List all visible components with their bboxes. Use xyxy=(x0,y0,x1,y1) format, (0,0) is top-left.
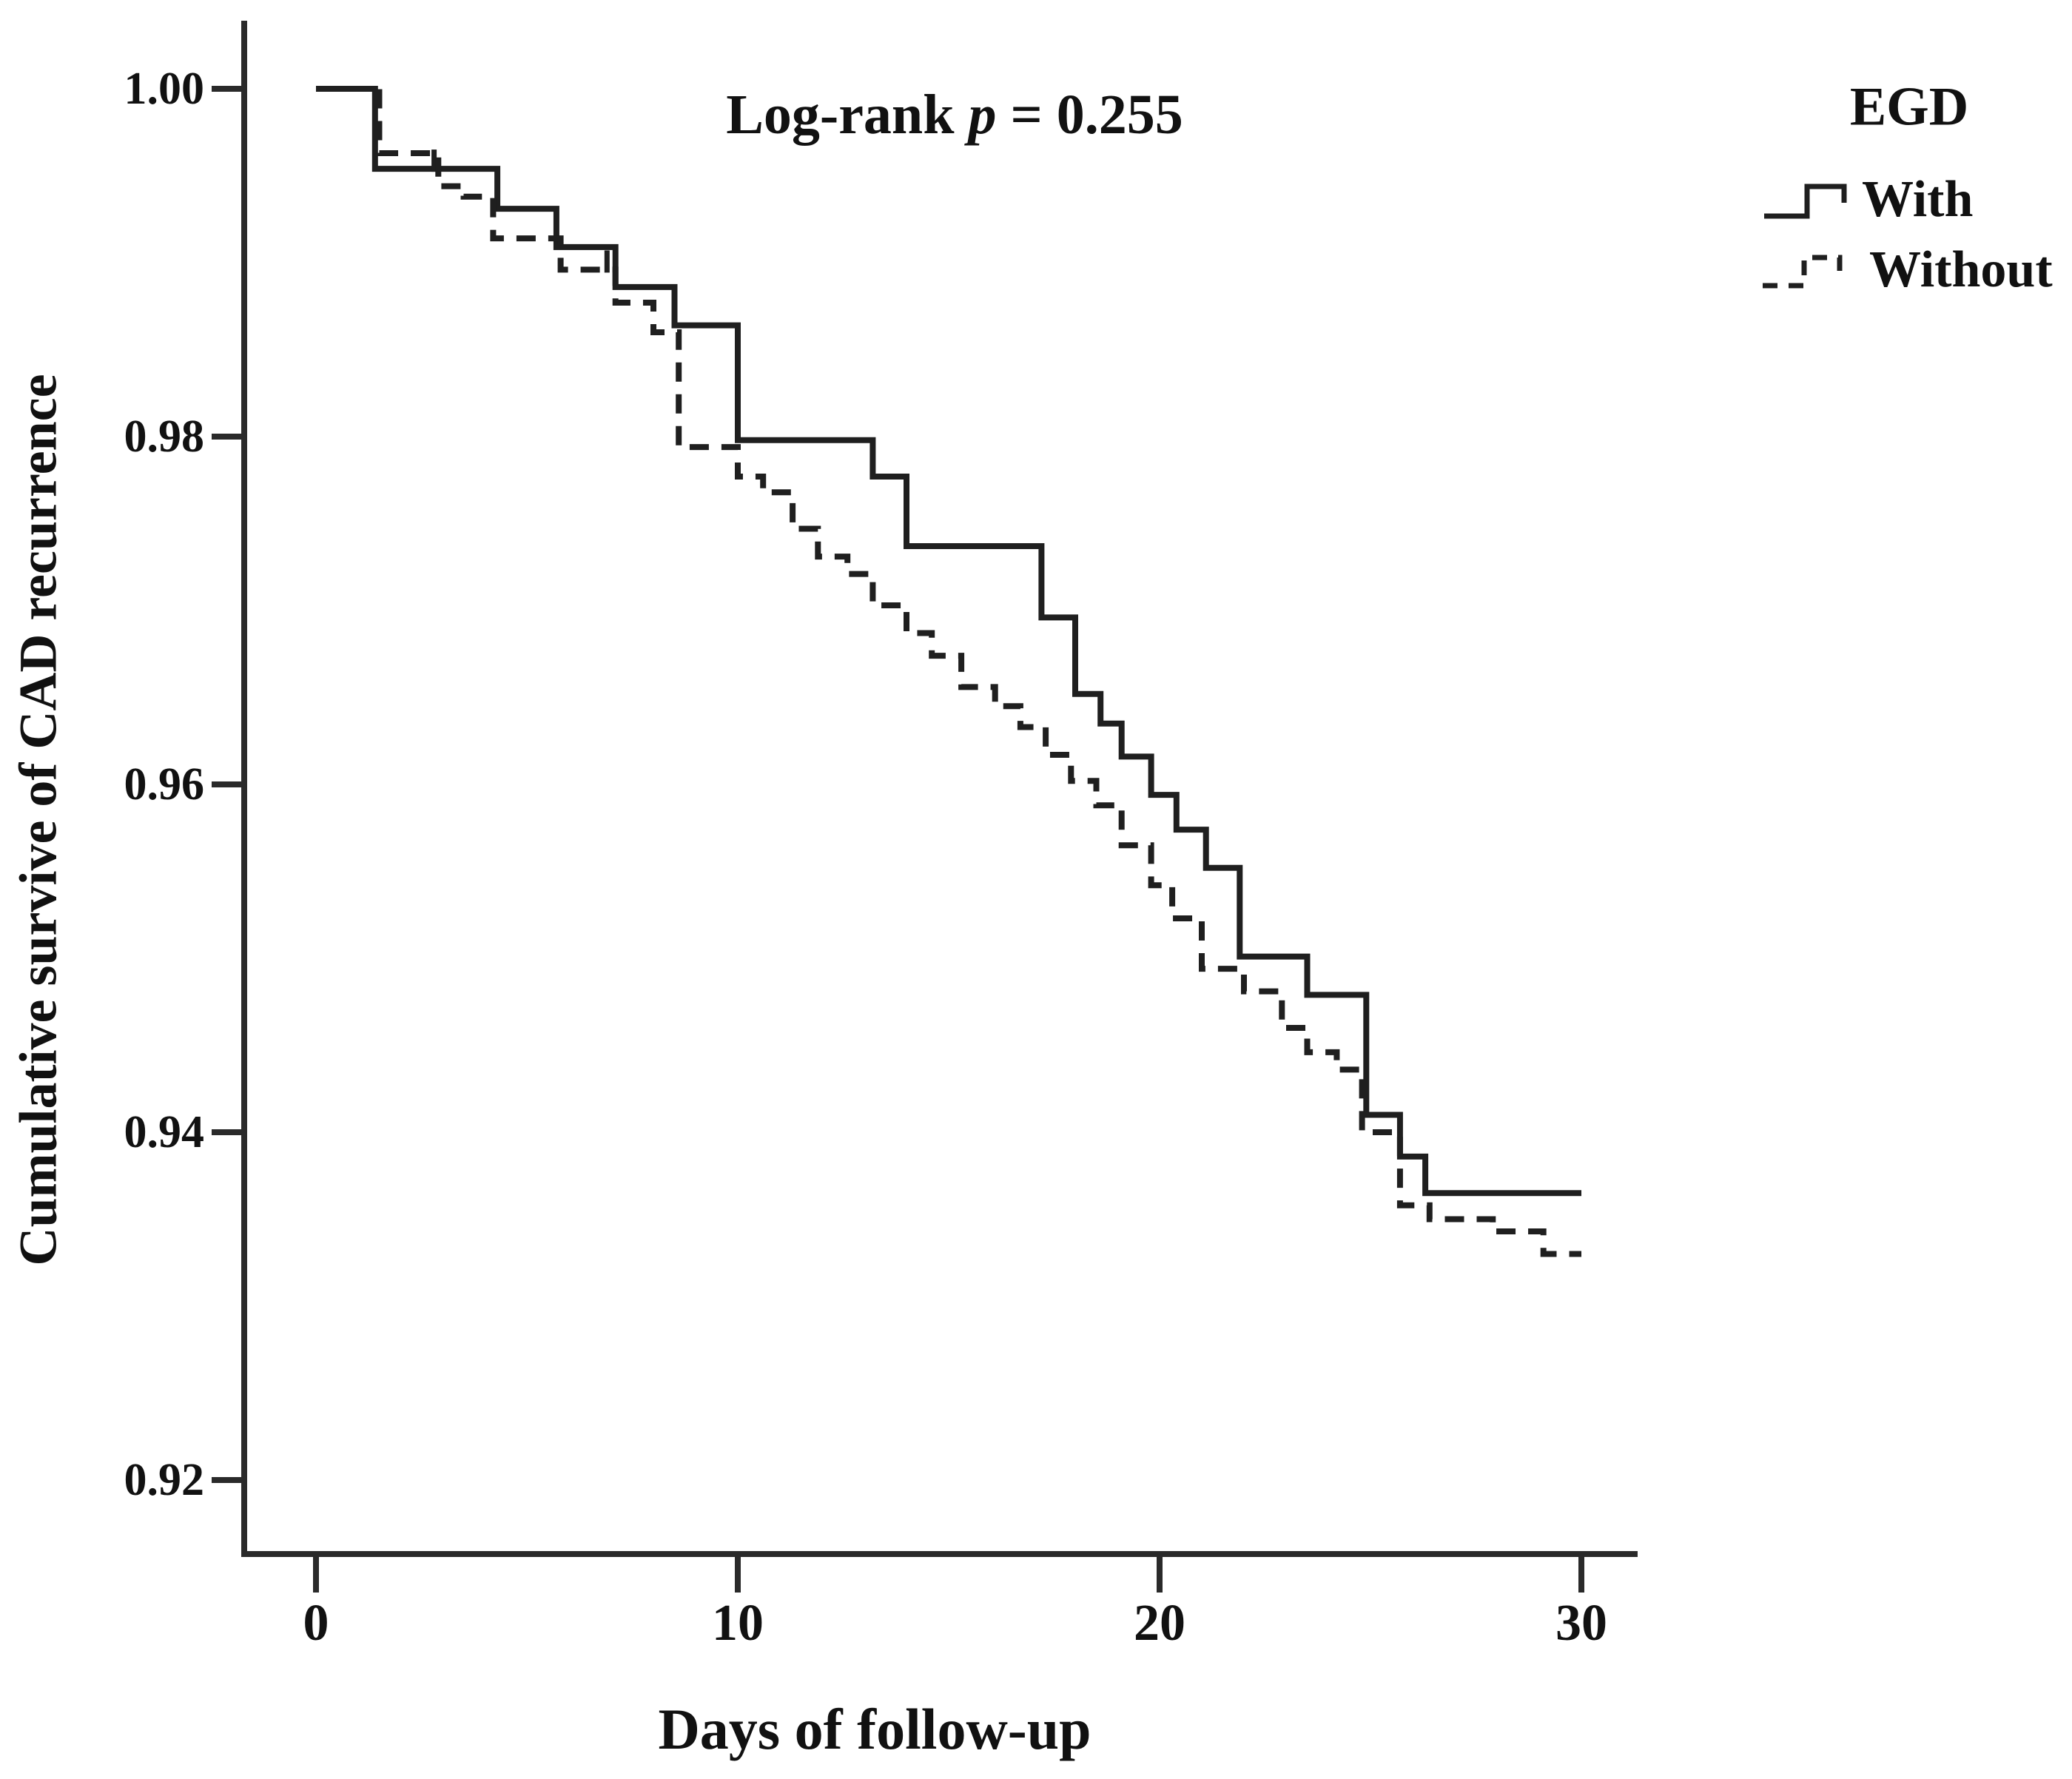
y-axis-title: Cumulative survive of CAD recurrence xyxy=(8,374,68,1266)
survival-curve-with xyxy=(316,86,1581,1197)
title-prefix: Log-rank xyxy=(726,84,969,146)
x-tick-label-20: 20 xyxy=(1134,1595,1185,1652)
y-tick-label-0.92: 0.92 xyxy=(124,1455,205,1505)
solid-line-icon xyxy=(1764,184,1847,219)
x-tick-label-10: 10 xyxy=(712,1595,764,1652)
title-suffix: = 0.255 xyxy=(996,84,1183,146)
y-tick-label-1.00: 1.00 xyxy=(124,64,205,114)
y-tick-label-0.98: 0.98 xyxy=(124,411,205,462)
legend-label-with: With xyxy=(1862,171,1974,228)
x-tick-label-30: 30 xyxy=(1555,1595,1607,1652)
y-tick-label-0.96: 0.96 xyxy=(124,759,205,810)
x-tick-label-0: 0 xyxy=(303,1595,329,1652)
x-axis-title: Days of follow-up xyxy=(658,1697,1092,1761)
legend-title: EGD xyxy=(1849,76,1969,138)
y-tick-label-0.94: 0.94 xyxy=(124,1107,205,1157)
dashed-line-icon xyxy=(1763,255,1843,289)
survival-curve-without xyxy=(316,86,1581,1257)
chart-title: Log-rank p = 0.255 xyxy=(726,85,1183,144)
title-p-symbol: p xyxy=(968,84,997,146)
legend-label-without: Without xyxy=(1869,241,2053,298)
